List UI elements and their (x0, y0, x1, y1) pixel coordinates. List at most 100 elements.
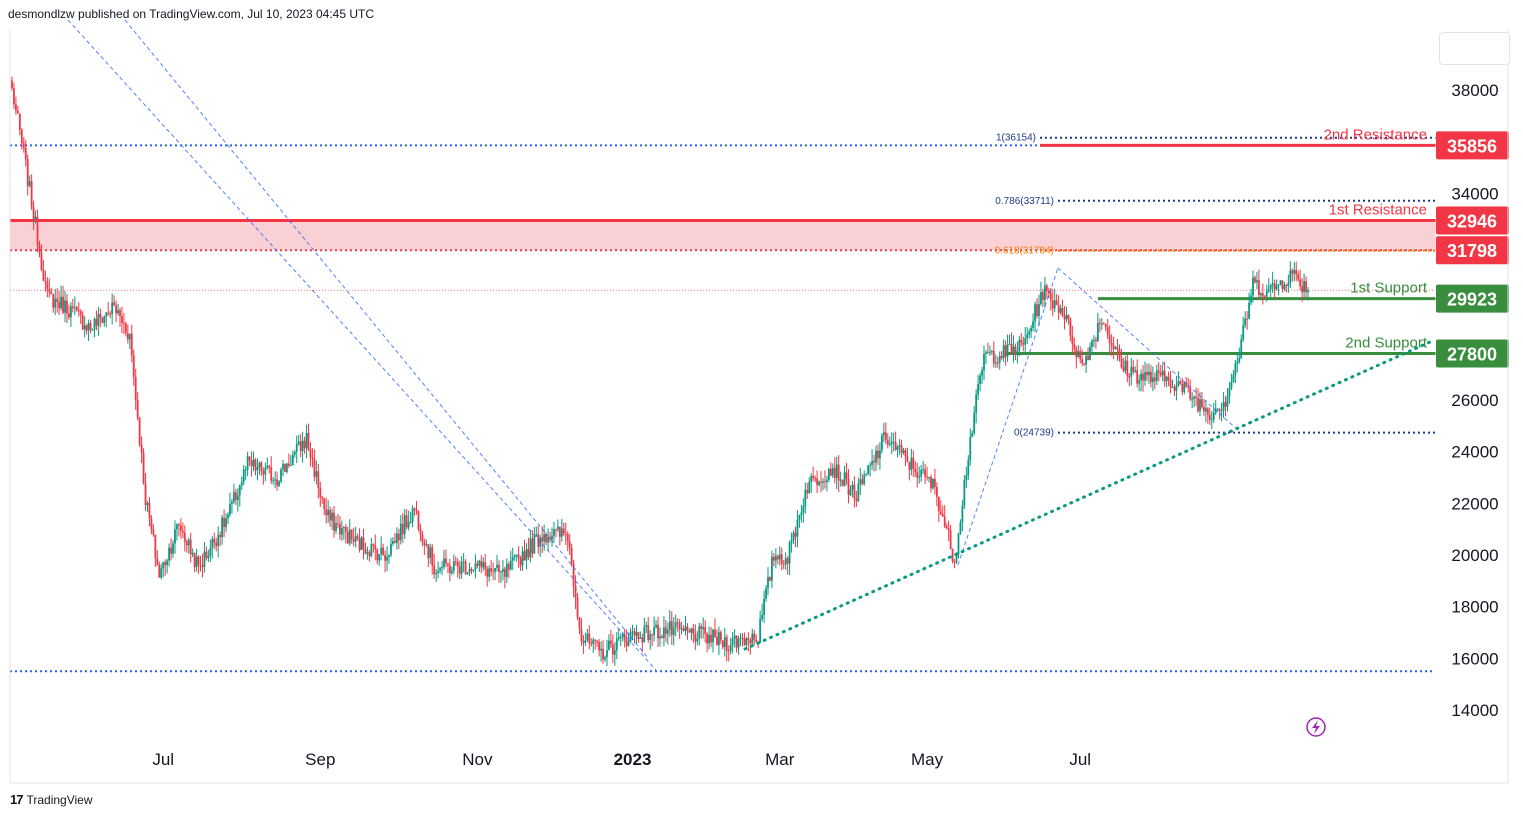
candle-body (81, 314, 84, 330)
candle-body (472, 569, 475, 571)
candle-body (1234, 363, 1237, 376)
candle-body (384, 555, 386, 561)
candle-body (435, 572, 438, 575)
candle-body (831, 467, 834, 476)
candle-body (1089, 347, 1091, 361)
candle-body (1104, 324, 1107, 328)
candle-body (505, 563, 508, 577)
candle-body (1142, 373, 1144, 381)
uptrend-line (743, 340, 1432, 651)
candle-body (71, 306, 74, 308)
candle-body (148, 502, 151, 519)
candle-body (227, 514, 229, 519)
candle-body (611, 644, 614, 655)
candle-body (971, 432, 974, 437)
candle-body (490, 568, 493, 572)
candle-body (969, 436, 972, 461)
candle-body (278, 481, 280, 486)
candle-body (676, 622, 679, 624)
candle-body (492, 571, 494, 573)
downtrend-line-1 (67, 19, 657, 671)
candle-body (1240, 339, 1243, 359)
candle-body (678, 622, 681, 629)
candle-body (1206, 408, 1209, 415)
candle-body (639, 637, 642, 639)
candle-body (313, 458, 316, 477)
candle-body (1244, 318, 1247, 326)
candle-body (297, 441, 300, 445)
candle-body (588, 633, 591, 644)
candle-body (1199, 399, 1201, 412)
candle-body (839, 479, 842, 481)
candle-body (1049, 292, 1052, 301)
candle-body (303, 440, 306, 449)
candle-body (311, 457, 314, 459)
candle-body (741, 637, 744, 639)
candle-body (117, 310, 119, 314)
candle-body (368, 552, 371, 556)
candle-body (289, 465, 292, 467)
candle-body (896, 447, 899, 450)
candle-body (1230, 382, 1233, 389)
candle-body (945, 526, 948, 529)
candle-body (1126, 360, 1129, 377)
candle-body (716, 636, 718, 646)
candle-body (1055, 300, 1058, 306)
candle-body (458, 566, 461, 574)
candle-body (468, 568, 471, 573)
chart-settings-box[interactable] (1439, 32, 1510, 65)
candle-body (176, 524, 178, 530)
candle-body (15, 104, 17, 111)
candle-body (480, 560, 483, 568)
candle-body (1277, 284, 1280, 286)
price-axis: 14000 16000 18000 20000 22000 24000 26000 34000… (1435, 0, 1509, 780)
candle-body (1059, 308, 1062, 313)
candle-body (130, 333, 133, 356)
candle-body (543, 534, 546, 542)
candle-body (712, 629, 714, 643)
candle-body (843, 472, 846, 487)
candle-body (374, 545, 377, 550)
candle-body (1061, 308, 1064, 316)
candle-body (354, 536, 357, 542)
candle-body (346, 531, 349, 544)
candle-body (454, 561, 457, 563)
candle-body (223, 517, 225, 528)
candle-body (1118, 349, 1121, 359)
candle-body (873, 460, 875, 463)
candle-body (509, 560, 512, 570)
y-tick-label: 22000 (1451, 494, 1498, 513)
candle-body (511, 557, 514, 561)
candle-body (708, 634, 710, 644)
candle-body (496, 564, 498, 568)
candle-body (702, 627, 705, 630)
candle-body (753, 633, 756, 640)
candle-body (54, 298, 57, 308)
candle-body (869, 464, 872, 466)
y-tick-label: 38000 (1451, 81, 1498, 100)
candle-body (594, 639, 597, 641)
candle-body (808, 481, 811, 494)
candle-body (217, 534, 220, 546)
candle-body (280, 469, 282, 482)
candle-body (672, 627, 675, 635)
candle-body (814, 478, 817, 480)
candle-body (56, 298, 59, 302)
candle-body (1100, 323, 1103, 325)
candle-body (1014, 346, 1017, 355)
candle-body (1150, 371, 1152, 383)
candle-body (174, 529, 176, 544)
candle-body (262, 471, 265, 475)
candle-body (749, 639, 752, 644)
candle-body (951, 549, 954, 562)
candle-body (376, 549, 379, 561)
candle-body (494, 567, 496, 572)
candle-body (541, 537, 544, 542)
candle-body (85, 325, 88, 331)
candle-body (299, 441, 302, 452)
candle-body (664, 627, 667, 634)
candle-body (103, 316, 106, 323)
candle-body (252, 459, 255, 467)
candle-body (1236, 361, 1239, 364)
